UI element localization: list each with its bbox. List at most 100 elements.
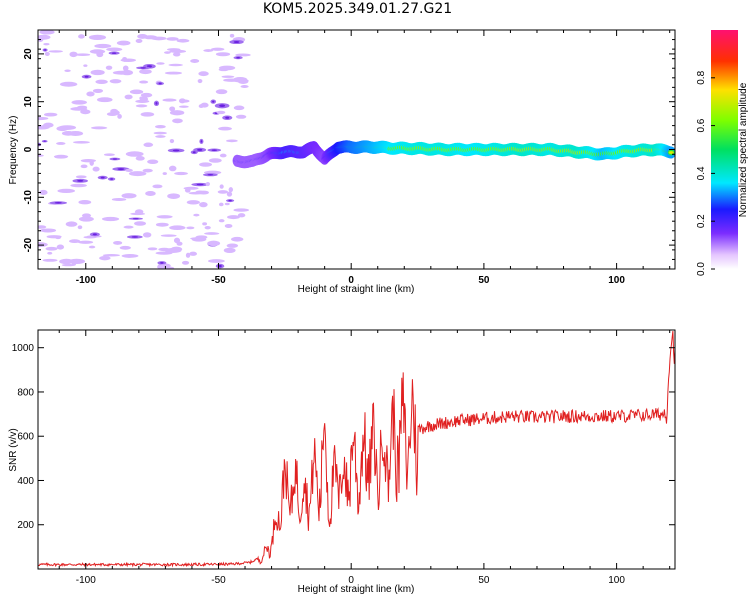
noise-blob bbox=[193, 213, 200, 217]
noise-blob bbox=[69, 51, 78, 58]
noise-blob bbox=[147, 159, 159, 165]
noise-blob bbox=[139, 96, 149, 102]
noise-blob bbox=[121, 69, 134, 76]
noise-blob bbox=[38, 34, 51, 40]
noise-blob bbox=[162, 98, 177, 102]
snr-y-ticks: 200 400 600 800 1000 bbox=[12, 343, 675, 531]
noise-blob-core bbox=[54, 202, 62, 204]
noise-blob bbox=[224, 202, 230, 206]
noise-blob bbox=[207, 259, 225, 263]
noise-blob bbox=[203, 49, 214, 52]
noise-blob bbox=[59, 81, 78, 87]
noise-blob bbox=[121, 193, 137, 199]
noise-blob bbox=[169, 225, 186, 231]
noise-blob bbox=[169, 138, 175, 144]
noise-blob bbox=[233, 208, 250, 212]
x-tick-label: 0 bbox=[348, 575, 354, 586]
noise-blob bbox=[205, 182, 211, 187]
noise-blob bbox=[156, 215, 173, 219]
noise-blob-core bbox=[140, 67, 146, 69]
noise-blob bbox=[218, 202, 224, 207]
noise-blob-core bbox=[219, 104, 226, 108]
noise-blob bbox=[204, 232, 220, 235]
noise-blob bbox=[38, 116, 49, 121]
noise-blob bbox=[65, 221, 78, 227]
noise-blob bbox=[218, 126, 232, 131]
colorbar: 0.0 0.2 0.4 0.6 0.8 Normalized spectral ampl… bbox=[696, 30, 749, 276]
noise-blob bbox=[61, 131, 75, 136]
colorbar-tick-label: 0.8 bbox=[696, 70, 707, 84]
noise-blob bbox=[59, 258, 74, 265]
x-tick-label: -100 bbox=[76, 275, 96, 286]
y-tick-label: 20 bbox=[23, 48, 34, 60]
x-tick-label: -50 bbox=[211, 575, 226, 586]
noise-blob bbox=[217, 190, 229, 194]
noise-blob bbox=[186, 226, 195, 230]
noise-blob bbox=[176, 38, 190, 43]
noise-blob bbox=[135, 104, 148, 108]
noise-blob-core bbox=[192, 151, 196, 154]
noise-blob bbox=[134, 221, 147, 226]
noise-blob bbox=[94, 43, 112, 49]
colorbar-tick-label: 0.4 bbox=[696, 166, 707, 180]
noise-blob bbox=[228, 187, 234, 193]
noise-blob bbox=[227, 215, 240, 220]
noise-blob bbox=[43, 122, 54, 128]
page-title: KOM5.2025.349.01.27.G21 bbox=[262, 1, 453, 17]
noise-blob bbox=[125, 151, 144, 157]
noise-blob-core bbox=[112, 158, 118, 160]
noise-blob bbox=[215, 89, 228, 95]
noise-blob bbox=[39, 189, 48, 196]
noise-blob bbox=[77, 225, 83, 230]
noise-blob bbox=[164, 51, 171, 54]
noise-blob bbox=[221, 75, 235, 78]
y-tick-label: -10 bbox=[23, 190, 34, 205]
noise-blob bbox=[153, 131, 167, 135]
noise-blob bbox=[140, 112, 155, 117]
noise-blob bbox=[90, 126, 108, 130]
noise-blob-core bbox=[160, 261, 164, 264]
noise-blob bbox=[233, 105, 245, 111]
noise-blob bbox=[218, 219, 225, 223]
noise-blob bbox=[235, 53, 251, 57]
noise-blob bbox=[198, 104, 204, 109]
noise-blob bbox=[122, 65, 129, 71]
noise-blob-core bbox=[218, 264, 222, 268]
noise-blob bbox=[77, 240, 94, 244]
noise-blob bbox=[224, 223, 233, 228]
noise-blob bbox=[156, 62, 165, 65]
noise-blob bbox=[83, 64, 88, 67]
noise-blob bbox=[186, 200, 200, 205]
snr-frame bbox=[37, 329, 676, 570]
noise-blob bbox=[216, 110, 226, 115]
noise-blob-core bbox=[111, 52, 117, 54]
noise-blob-core bbox=[110, 178, 114, 180]
noise-blob bbox=[167, 193, 181, 199]
noise-blob bbox=[189, 251, 197, 256]
noise-blob bbox=[174, 171, 188, 176]
noise-blob bbox=[48, 50, 63, 53]
noise-blob bbox=[176, 241, 183, 246]
noise-blob bbox=[47, 251, 53, 255]
noise-blob-core bbox=[228, 199, 232, 202]
signal-track bbox=[232, 140, 675, 169]
noise-blob bbox=[109, 79, 122, 84]
noise-blob bbox=[199, 202, 208, 208]
noise-blob bbox=[119, 245, 131, 250]
y-tick-label: 10 bbox=[23, 96, 34, 108]
noise-blob bbox=[78, 216, 94, 222]
y-tick-label: 0 bbox=[23, 146, 34, 152]
noise-blob bbox=[111, 197, 127, 202]
noise-blob bbox=[223, 78, 241, 82]
colorbar-tick-label: 0.6 bbox=[696, 118, 707, 132]
noise-blob bbox=[204, 226, 211, 230]
noise-blob bbox=[155, 222, 169, 227]
x-tick-label: -100 bbox=[76, 575, 96, 586]
noise-blob bbox=[166, 37, 179, 41]
noise-blob bbox=[219, 184, 224, 189]
noise-blob bbox=[190, 237, 204, 240]
noise-blob bbox=[39, 30, 55, 35]
noise-blob-core bbox=[44, 49, 47, 51]
noise-blob-core bbox=[117, 168, 125, 170]
snr-y-label: SNR (v/v) bbox=[8, 428, 19, 471]
